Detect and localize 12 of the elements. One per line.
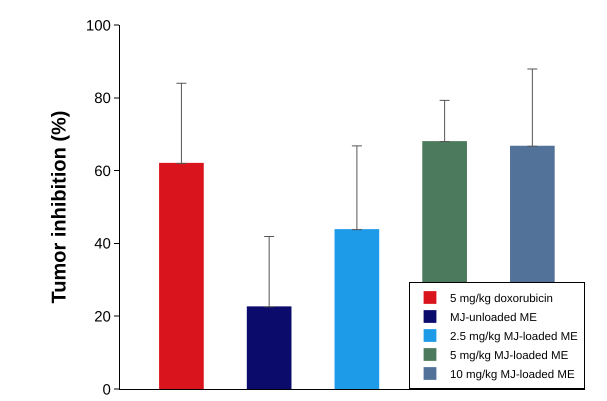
y-tick-label: 0	[102, 381, 111, 398]
y-tick-label: 60	[94, 162, 111, 180]
legend-label: 10 mg/kg MJ-loaded ME	[450, 368, 575, 381]
legend-label: 2.5 mg/kg MJ-loaded ME	[450, 330, 578, 343]
legend-label: 5 mg/kg MJ-loaded ME	[450, 350, 569, 362]
legend-label: 5 mg/kg doxorubicin	[450, 292, 553, 305]
y-tick-label: 80	[94, 90, 111, 108]
y-tick-label: 40	[94, 236, 111, 253]
y-tick-label: 100	[86, 17, 111, 34]
y-axis-title: Tumor inhibition (%)	[48, 110, 70, 304]
y-tick-label: 20	[94, 308, 111, 326]
legend-label: MJ-unloaded ME	[450, 312, 538, 324]
